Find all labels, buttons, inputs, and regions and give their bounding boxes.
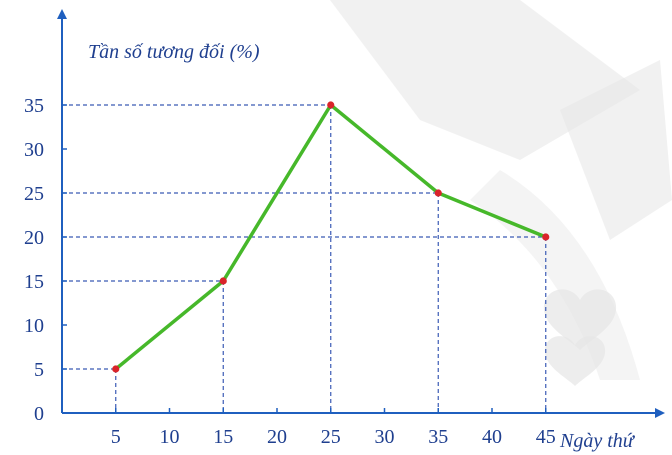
data-point [542,233,550,241]
x-tick-label: 25 [321,426,341,448]
data-point [112,365,120,373]
data-point [327,101,335,109]
x-tick-label: 40 [482,426,502,448]
guide-lines [62,104,547,413]
x-tick-label: 10 [160,426,180,448]
y-tick-label: 10 [24,315,44,337]
y-tick-label: 35 [24,95,44,117]
y-tick-label: 0 [34,403,44,425]
y-tick-label: 5 [34,359,44,381]
x-tick-label: 20 [267,426,287,448]
data-points [112,101,550,373]
y-axis-title: Tần số tương đối (%) [88,41,260,63]
x-tick-label: 30 [375,426,395,448]
x-axis-title: Ngày thứ [559,430,636,452]
y-tick-label: 30 [24,139,44,161]
watermark [330,0,672,386]
y-axis-ticks: 0 5 10 15 20 25 30 35 [24,95,67,425]
data-point [434,189,442,197]
y-tick-label: 15 [24,271,44,293]
x-tick-label: 15 [213,426,233,448]
y-tick-label: 25 [24,183,44,205]
x-axis-ticks: 5 10 15 20 25 30 35 40 45 [111,408,556,448]
data-point [219,277,227,285]
x-tick-label: 5 [111,426,121,448]
x-tick-label: 45 [536,426,556,448]
y-tick-label: 20 [24,227,44,249]
x-tick-label: 35 [428,426,448,448]
